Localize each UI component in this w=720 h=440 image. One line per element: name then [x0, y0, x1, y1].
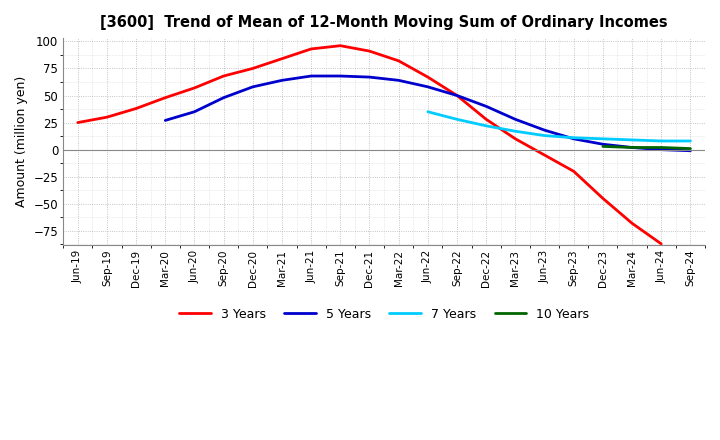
3 Years — [220, 73, 228, 79]
5 Years — [395, 78, 403, 83]
Line: 3 Years: 3 Years — [78, 46, 661, 244]
5 Years — [248, 84, 257, 89]
5 Years — [365, 74, 374, 80]
Line: 10 Years: 10 Years — [603, 147, 690, 149]
3 Years — [307, 46, 315, 51]
3 Years — [453, 93, 462, 98]
3 Years — [657, 241, 665, 246]
Title: [3600]  Trend of Mean of 12-Month Moving Sum of Ordinary Incomes: [3600] Trend of Mean of 12-Month Moving … — [100, 15, 668, 30]
5 Years — [307, 73, 315, 79]
3 Years — [482, 117, 490, 122]
5 Years — [570, 136, 578, 142]
3 Years — [161, 95, 170, 100]
5 Years — [598, 142, 607, 147]
10 Years — [598, 144, 607, 149]
7 Years — [657, 138, 665, 143]
3 Years — [540, 152, 549, 158]
7 Years — [423, 109, 432, 114]
10 Years — [686, 146, 695, 151]
3 Years — [511, 136, 520, 142]
3 Years — [598, 196, 607, 201]
5 Years — [511, 117, 520, 122]
7 Years — [598, 136, 607, 142]
3 Years — [365, 48, 374, 54]
7 Years — [511, 128, 520, 134]
Line: 7 Years: 7 Years — [428, 112, 690, 141]
Line: 5 Years: 5 Years — [166, 76, 690, 151]
3 Years — [628, 220, 636, 226]
10 Years — [628, 145, 636, 150]
5 Years — [423, 84, 432, 89]
10 Years — [657, 145, 665, 150]
3 Years — [395, 58, 403, 63]
7 Years — [570, 135, 578, 140]
5 Years — [336, 73, 345, 79]
5 Years — [161, 118, 170, 123]
5 Years — [540, 128, 549, 133]
3 Years — [132, 106, 140, 111]
3 Years — [278, 56, 287, 61]
5 Years — [190, 109, 199, 114]
3 Years — [73, 120, 82, 125]
3 Years — [423, 74, 432, 80]
5 Years — [220, 95, 228, 100]
5 Years — [657, 147, 665, 152]
3 Years — [103, 114, 112, 120]
Legend: 3 Years, 5 Years, 7 Years, 10 Years: 3 Years, 5 Years, 7 Years, 10 Years — [174, 303, 594, 326]
5 Years — [628, 145, 636, 150]
7 Years — [686, 138, 695, 143]
5 Years — [453, 93, 462, 98]
7 Years — [482, 123, 490, 128]
5 Years — [482, 104, 490, 109]
7 Years — [453, 117, 462, 122]
3 Years — [570, 169, 578, 174]
3 Years — [336, 43, 345, 48]
7 Years — [540, 133, 549, 138]
Y-axis label: Amount (million yen): Amount (million yen) — [15, 76, 28, 207]
3 Years — [190, 85, 199, 91]
3 Years — [248, 66, 257, 71]
5 Years — [278, 78, 287, 83]
5 Years — [686, 148, 695, 154]
7 Years — [628, 137, 636, 143]
